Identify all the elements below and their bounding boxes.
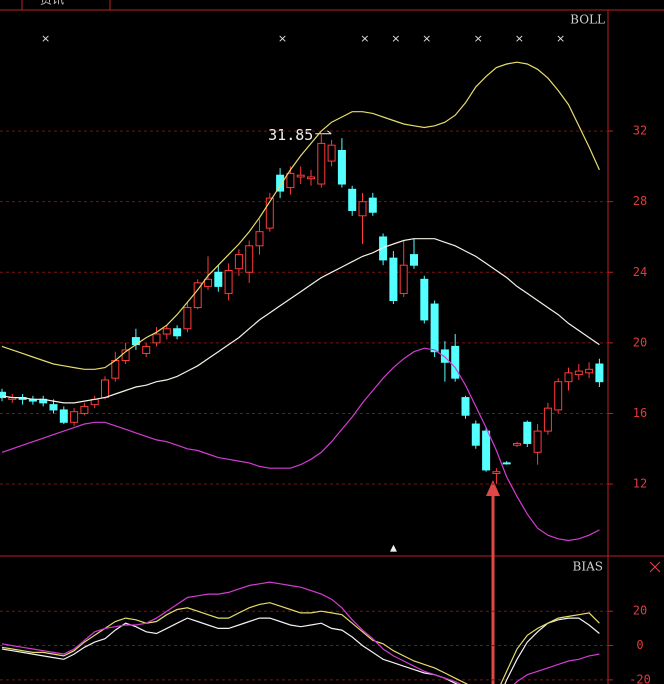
candle-body [173,328,182,337]
candle-body [543,407,552,432]
candle-body [152,333,161,344]
candle-body [327,144,336,162]
y-tick-label: 20 [633,335,647,349]
panel-title: BIAS [573,560,603,574]
plot-area [0,61,604,542]
candle-body [502,462,511,465]
candle-body [224,269,233,294]
candle-body [59,409,68,423]
candle-body [440,349,449,363]
candle-body [255,231,264,247]
peak-arrow-line [315,130,332,135]
signal-mark: × [41,32,50,45]
candle-body [585,368,594,374]
candle-body [461,397,470,416]
boll-band [1,347,600,542]
candle-body [234,254,243,270]
red-arrow [486,480,500,684]
candle-body [204,278,212,287]
candle-body [533,430,542,453]
candle-body [276,174,285,192]
candle-body [451,345,460,379]
candle-body [492,471,501,474]
candle-body [410,254,418,266]
candle-body [574,370,583,376]
y-tick-label: 32 [633,124,647,138]
candle-body [296,174,305,178]
candle-body [214,271,223,287]
boll-band [1,238,600,404]
candle-body [49,404,58,411]
candle-body [307,176,315,180]
close-icon[interactable] [649,561,661,573]
panel-title: BOLL [570,13,605,27]
candle-body [162,328,171,335]
tab-label[interactable]: 资讯 [40,0,64,7]
candle-body [142,345,151,354]
candle-body [183,307,192,330]
y-tick-label: 0 [636,638,643,652]
signal-mark: × [391,32,400,45]
signal-mark: × [360,32,369,45]
candle-body [430,303,439,353]
bias-line [1,617,600,684]
plot-area [1,581,600,684]
signal-mark: × [278,32,287,45]
candle-body [80,405,89,414]
y-tick-label: 28 [633,194,647,208]
candle-body [368,197,377,213]
candle-body [513,442,521,446]
candle-body [595,363,604,383]
y-tick-label: 20 [633,604,647,618]
candle-body [379,236,388,261]
candle-body [245,245,254,273]
peak-label: 31.85 [268,126,313,144]
signal-mark: × [556,32,565,45]
candle-body [193,282,202,309]
signal-mark: × [474,32,483,45]
candle-body [523,421,532,444]
candle-body [389,257,398,302]
y-tick-label: 16 [633,406,647,420]
candle-body [70,411,79,423]
boll-band [1,61,600,370]
y-tick-label: 12 [633,477,647,491]
candle-body [348,188,357,211]
candle-body [0,391,6,399]
bias-line [1,602,600,684]
candle-body [265,197,274,229]
candle-body [399,264,408,294]
signal-mark: × [422,32,431,45]
candle-body [286,172,295,189]
buy-mark: ▲ [390,544,397,554]
y-tick-label: -20 [629,672,651,684]
bias-line [1,581,600,684]
candle-body [337,149,346,185]
candle-body [101,379,109,399]
candle-body [554,381,563,411]
candle-body [471,423,480,446]
peak-arrow [315,130,332,135]
candle-body [317,142,326,185]
candle-body [482,430,491,471]
candle-body [358,201,367,217]
candle-body [564,372,573,383]
signal-mark: × [515,32,524,45]
candle-body [111,360,120,379]
candle-body [420,278,429,321]
y-tick-label: 24 [633,265,647,279]
